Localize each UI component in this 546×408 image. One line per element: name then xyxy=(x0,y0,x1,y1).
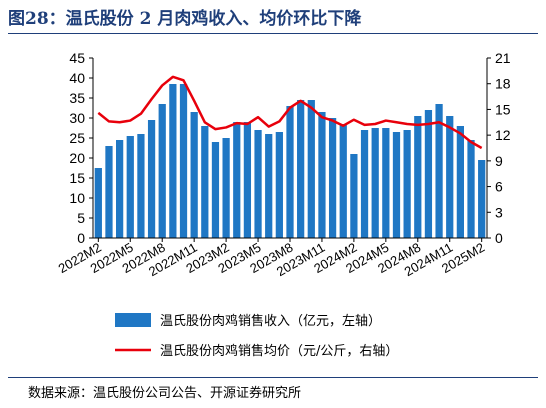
bar-2022M2 xyxy=(94,168,102,238)
bar-2023M9 xyxy=(297,100,305,238)
bar-2023M1 xyxy=(211,142,220,238)
figure-title: 图28：温氏股份 2 月肉鸡收入、均价环比下降 xyxy=(8,9,362,29)
bar-2023M2 xyxy=(222,138,230,238)
right-tick-label-6: 6 xyxy=(495,179,503,195)
left-tick-label-30: 30 xyxy=(69,110,85,126)
plot-area: 0510152025303540450369121518212022M22022… xyxy=(56,50,511,279)
bar-2024M9 xyxy=(424,110,433,238)
bar-2023M10 xyxy=(307,100,315,238)
legend-label-line: 温氏股份肉鸡销售均价（元/公斤，右轴） xyxy=(160,343,398,359)
bar-2024M7 xyxy=(403,130,411,238)
legend-swatch-bar xyxy=(115,313,151,327)
left-tick-label-5: 5 xyxy=(77,210,85,226)
left-tick-label-35: 35 xyxy=(69,90,85,106)
bar-2024M6 xyxy=(392,132,401,238)
bar-2023M8 xyxy=(286,106,294,238)
bar-2024M1 xyxy=(339,124,347,238)
left-tick-label-0: 0 xyxy=(77,230,85,246)
bar-2023M4 xyxy=(243,122,252,238)
bar-2023M7 xyxy=(275,132,283,238)
right-tick-label-21: 21 xyxy=(495,50,511,66)
bar-2024M2 xyxy=(350,154,358,238)
left-tick-label-15: 15 xyxy=(69,170,85,186)
bar-2023M3 xyxy=(233,122,241,238)
bar-2022M6 xyxy=(137,134,145,238)
bar-2024M4 xyxy=(371,128,379,238)
bar-2022M9 xyxy=(169,84,177,238)
bar-2023M12 xyxy=(328,118,337,238)
source-note: 数据来源：温氏股份公司公告、开源证券研究所 xyxy=(28,386,302,401)
title-underline xyxy=(8,33,538,34)
left-tick-label-45: 45 xyxy=(69,50,85,66)
right-tick-label-18: 18 xyxy=(495,76,511,92)
bar-2023M6 xyxy=(265,134,273,238)
bar-2023M5 xyxy=(254,130,262,238)
right-tick-label-12: 12 xyxy=(495,127,511,143)
source-rule xyxy=(8,377,538,378)
bar-2024M10 xyxy=(435,104,443,238)
bar-2022M3 xyxy=(105,146,113,238)
right-tick-label-15: 15 xyxy=(495,101,511,117)
bar-2023M11 xyxy=(318,112,326,238)
right-tick-label-3: 3 xyxy=(495,204,503,220)
bar-2024M8 xyxy=(414,116,422,238)
left-tick-label-40: 40 xyxy=(69,70,85,86)
left-tick-label-25: 25 xyxy=(69,130,85,146)
bar-2024M3 xyxy=(360,130,369,238)
bar-2024M12 xyxy=(456,126,464,238)
left-tick-label-20: 20 xyxy=(69,150,85,166)
bar-2022M5 xyxy=(126,136,134,238)
bar-2024M5 xyxy=(382,128,390,238)
bar-2022M8 xyxy=(158,104,166,238)
bar-2025M1 xyxy=(467,140,475,238)
bar-2022M10 xyxy=(179,84,188,238)
right-tick-label-0: 0 xyxy=(495,230,503,246)
bar-2022M4 xyxy=(116,140,124,238)
bar-2022M12 xyxy=(201,126,209,238)
right-tick-label-9: 9 xyxy=(495,153,503,169)
legend-label-bar: 温氏股份肉鸡销售收入（亿元，左轴） xyxy=(160,313,381,329)
legend: 温氏股份肉鸡销售收入（亿元，左轴） 温氏股份肉鸡销售均价（元/公斤，右轴） xyxy=(115,313,398,359)
bar-2022M11 xyxy=(190,112,198,238)
left-tick-label-10: 10 xyxy=(69,190,85,206)
bar-2022M7 xyxy=(147,120,156,238)
bar-2025M2 xyxy=(478,160,486,238)
bar-2024M11 xyxy=(446,116,454,238)
